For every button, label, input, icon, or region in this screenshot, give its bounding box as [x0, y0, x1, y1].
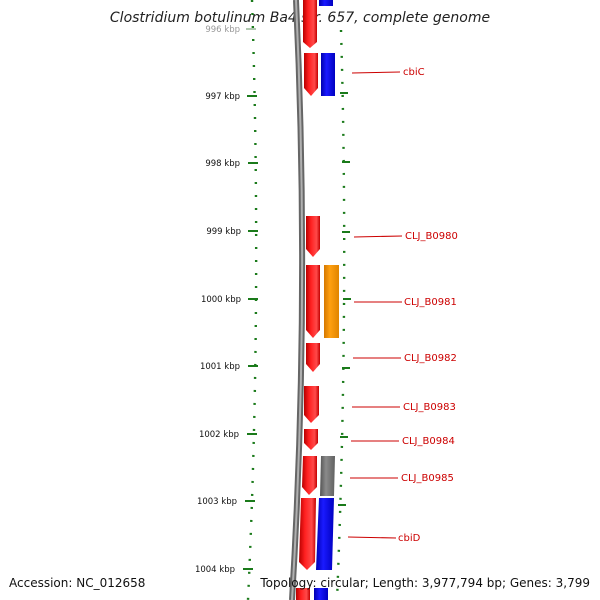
gene-label[interactable]: CLJ_B0980: [405, 231, 458, 242]
forward-gene-arrow[interactable]: [296, 588, 310, 600]
reverse-gene-block[interactable]: [316, 498, 334, 570]
gene-features: [296, 0, 339, 600]
map-title: Clostridium botulinum Ba4 str. 657, comp…: [109, 10, 491, 26]
scale-label: 996 kbp: [205, 25, 240, 35]
forward-gene-arrow[interactable]: [303, 0, 317, 48]
gene-label[interactable]: CLJ_B0981: [404, 297, 457, 308]
scale-label: 1000 kbp: [201, 295, 241, 305]
scale-label: 997 kbp: [205, 92, 240, 102]
forward-gene-arrow[interactable]: [306, 343, 320, 372]
gene-label[interactable]: cbiC: [403, 67, 425, 78]
forward-gene-arrow[interactable]: [302, 456, 317, 495]
forward-gene-arrow[interactable]: [306, 216, 320, 257]
scale-label: 1003 kbp: [197, 497, 237, 507]
gene-label[interactable]: CLJ_B0983: [403, 402, 456, 413]
accession-text: Accession: NC_012658: [9, 576, 146, 590]
gene-label[interactable]: CLJ_B0984: [402, 436, 455, 447]
topology-text: Topology: circular; Length: 3,977,794 bp…: [260, 576, 590, 590]
forward-gene-arrow[interactable]: [304, 429, 318, 450]
gene-label[interactable]: CLJ_B0985: [401, 473, 454, 484]
gene-label[interactable]: CLJ_B0982: [404, 353, 457, 364]
forward-gene-arrow[interactable]: [304, 53, 318, 96]
scale-label: 1002 kbp: [199, 430, 239, 440]
scale-label: 999 kbp: [206, 227, 241, 237]
scale-label: 1001 kbp: [200, 362, 240, 372]
scale-label: 998 kbp: [205, 159, 240, 169]
reverse-gene-block[interactable]: [314, 588, 328, 600]
forward-gene-arrow[interactable]: [304, 386, 319, 423]
reverse-gene-block[interactable]: [321, 53, 335, 96]
forward-gene-arrow[interactable]: [306, 265, 320, 338]
scale-label: 1004 kbp: [195, 565, 235, 575]
orange-gene-block[interactable]: [324, 265, 339, 338]
gene-labels: [347, 71, 403, 539]
scale-axis: 996 kbp 997 kbp 998 kbp 999 kbp 1000 kbp…: [195, 25, 258, 575]
outer-ruler: [335, 29, 351, 600]
reverse-gene-block[interactable]: [319, 0, 333, 6]
genome-backbone: [289, 0, 306, 600]
gray-gene-block[interactable]: [320, 456, 335, 496]
gene-label[interactable]: cbiD: [398, 533, 421, 544]
forward-gene-arrow[interactable]: [299, 498, 316, 570]
